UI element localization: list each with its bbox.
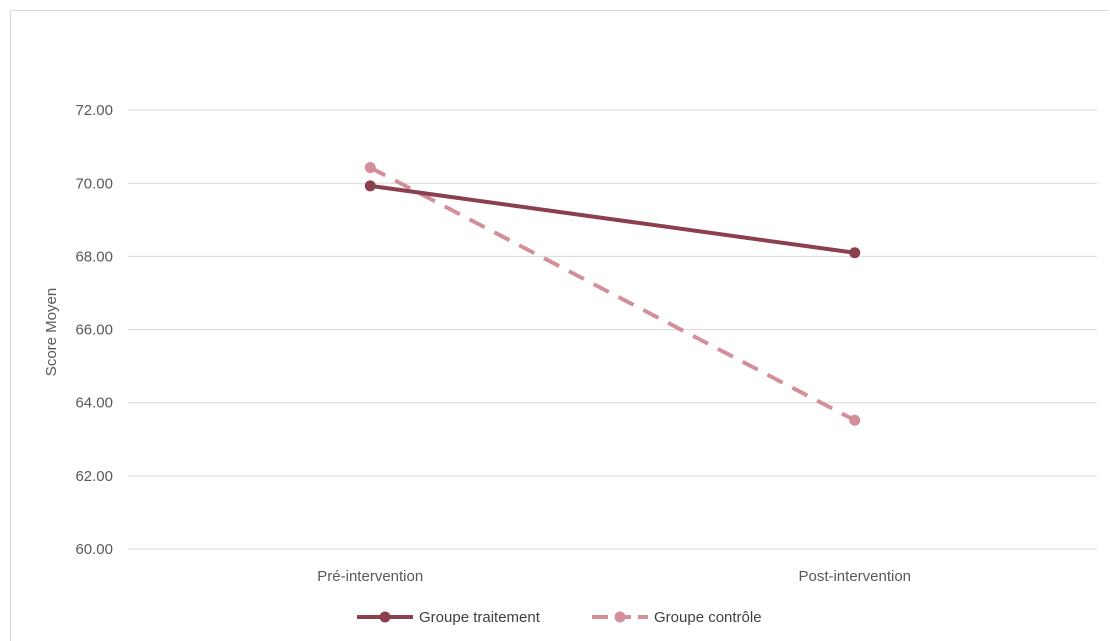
legend: Groupe traitement Groupe contrôle	[357, 609, 762, 626]
y-tick-label: 70.00	[75, 175, 113, 192]
series-lines	[364, 162, 861, 426]
x-tick-label: Pré-intervention	[317, 568, 423, 585]
series-line	[369, 165, 856, 423]
legend-label: Groupe contrôle	[654, 609, 762, 626]
y-tick-label: 60.00	[75, 541, 113, 558]
series-line	[369, 183, 856, 255]
data-point	[364, 180, 376, 192]
y-tick-label: 72.00	[75, 102, 113, 119]
data-point	[364, 162, 376, 174]
y-tick-label: 62.00	[75, 468, 113, 485]
legend-swatch-marker	[379, 611, 391, 623]
y-tick-label: 66.00	[75, 322, 113, 339]
y-tick-label: 68.00	[75, 248, 113, 265]
legend-swatch-marker	[614, 611, 626, 623]
x-tick-labels: Pré-intervention Post-intervention	[317, 568, 911, 585]
gridlines	[128, 109, 1097, 550]
legend-label: Groupe traitement	[419, 609, 541, 626]
data-point	[849, 247, 861, 259]
x-tick-label: Post-intervention	[798, 568, 911, 585]
data-point	[849, 414, 861, 426]
y-tick-labels: 60.00 62.00 64.00 66.00 68.00 70.00 72.00	[75, 102, 113, 558]
y-axis-label: Score Moyen	[43, 288, 60, 376]
chart-frame	[10, 10, 1109, 641]
y-tick-label: 64.00	[75, 395, 113, 412]
